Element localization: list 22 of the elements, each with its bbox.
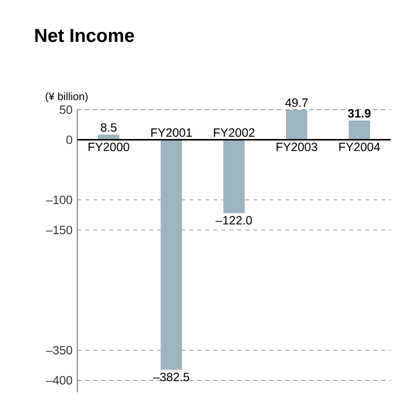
- x-tick-label: FY2003: [276, 142, 318, 152]
- y-tick-label: –100: [46, 196, 72, 204]
- data-label: –122.0: [216, 216, 252, 225]
- chart-title: Net Income: [35, 29, 134, 42]
- bar: [160, 140, 182, 370]
- data-label: 8.5: [100, 123, 117, 132]
- y-tick-label: 0: [66, 135, 72, 144]
- y-tick-label: –350: [46, 346, 72, 354]
- y-tick-label: 50: [60, 105, 72, 114]
- bar: [286, 110, 308, 140]
- x-tick-label: FY2004: [339, 142, 380, 152]
- data-label: 31.9: [348, 109, 371, 118]
- x-tick-label: FY2001: [151, 128, 192, 137]
- y-tick-label: –150: [46, 226, 72, 234]
- x-tick-label: FY2000: [88, 142, 130, 152]
- y-tick-label: –400: [46, 376, 72, 385]
- data-label: –382.5: [152, 372, 190, 382]
- bar: [223, 140, 245, 214]
- x-tick-label: FY2002: [214, 128, 254, 137]
- bar: [348, 120, 370, 140]
- data-label: 49.7: [285, 98, 308, 107]
- y-axis-title: (¥ billion): [46, 92, 88, 102]
